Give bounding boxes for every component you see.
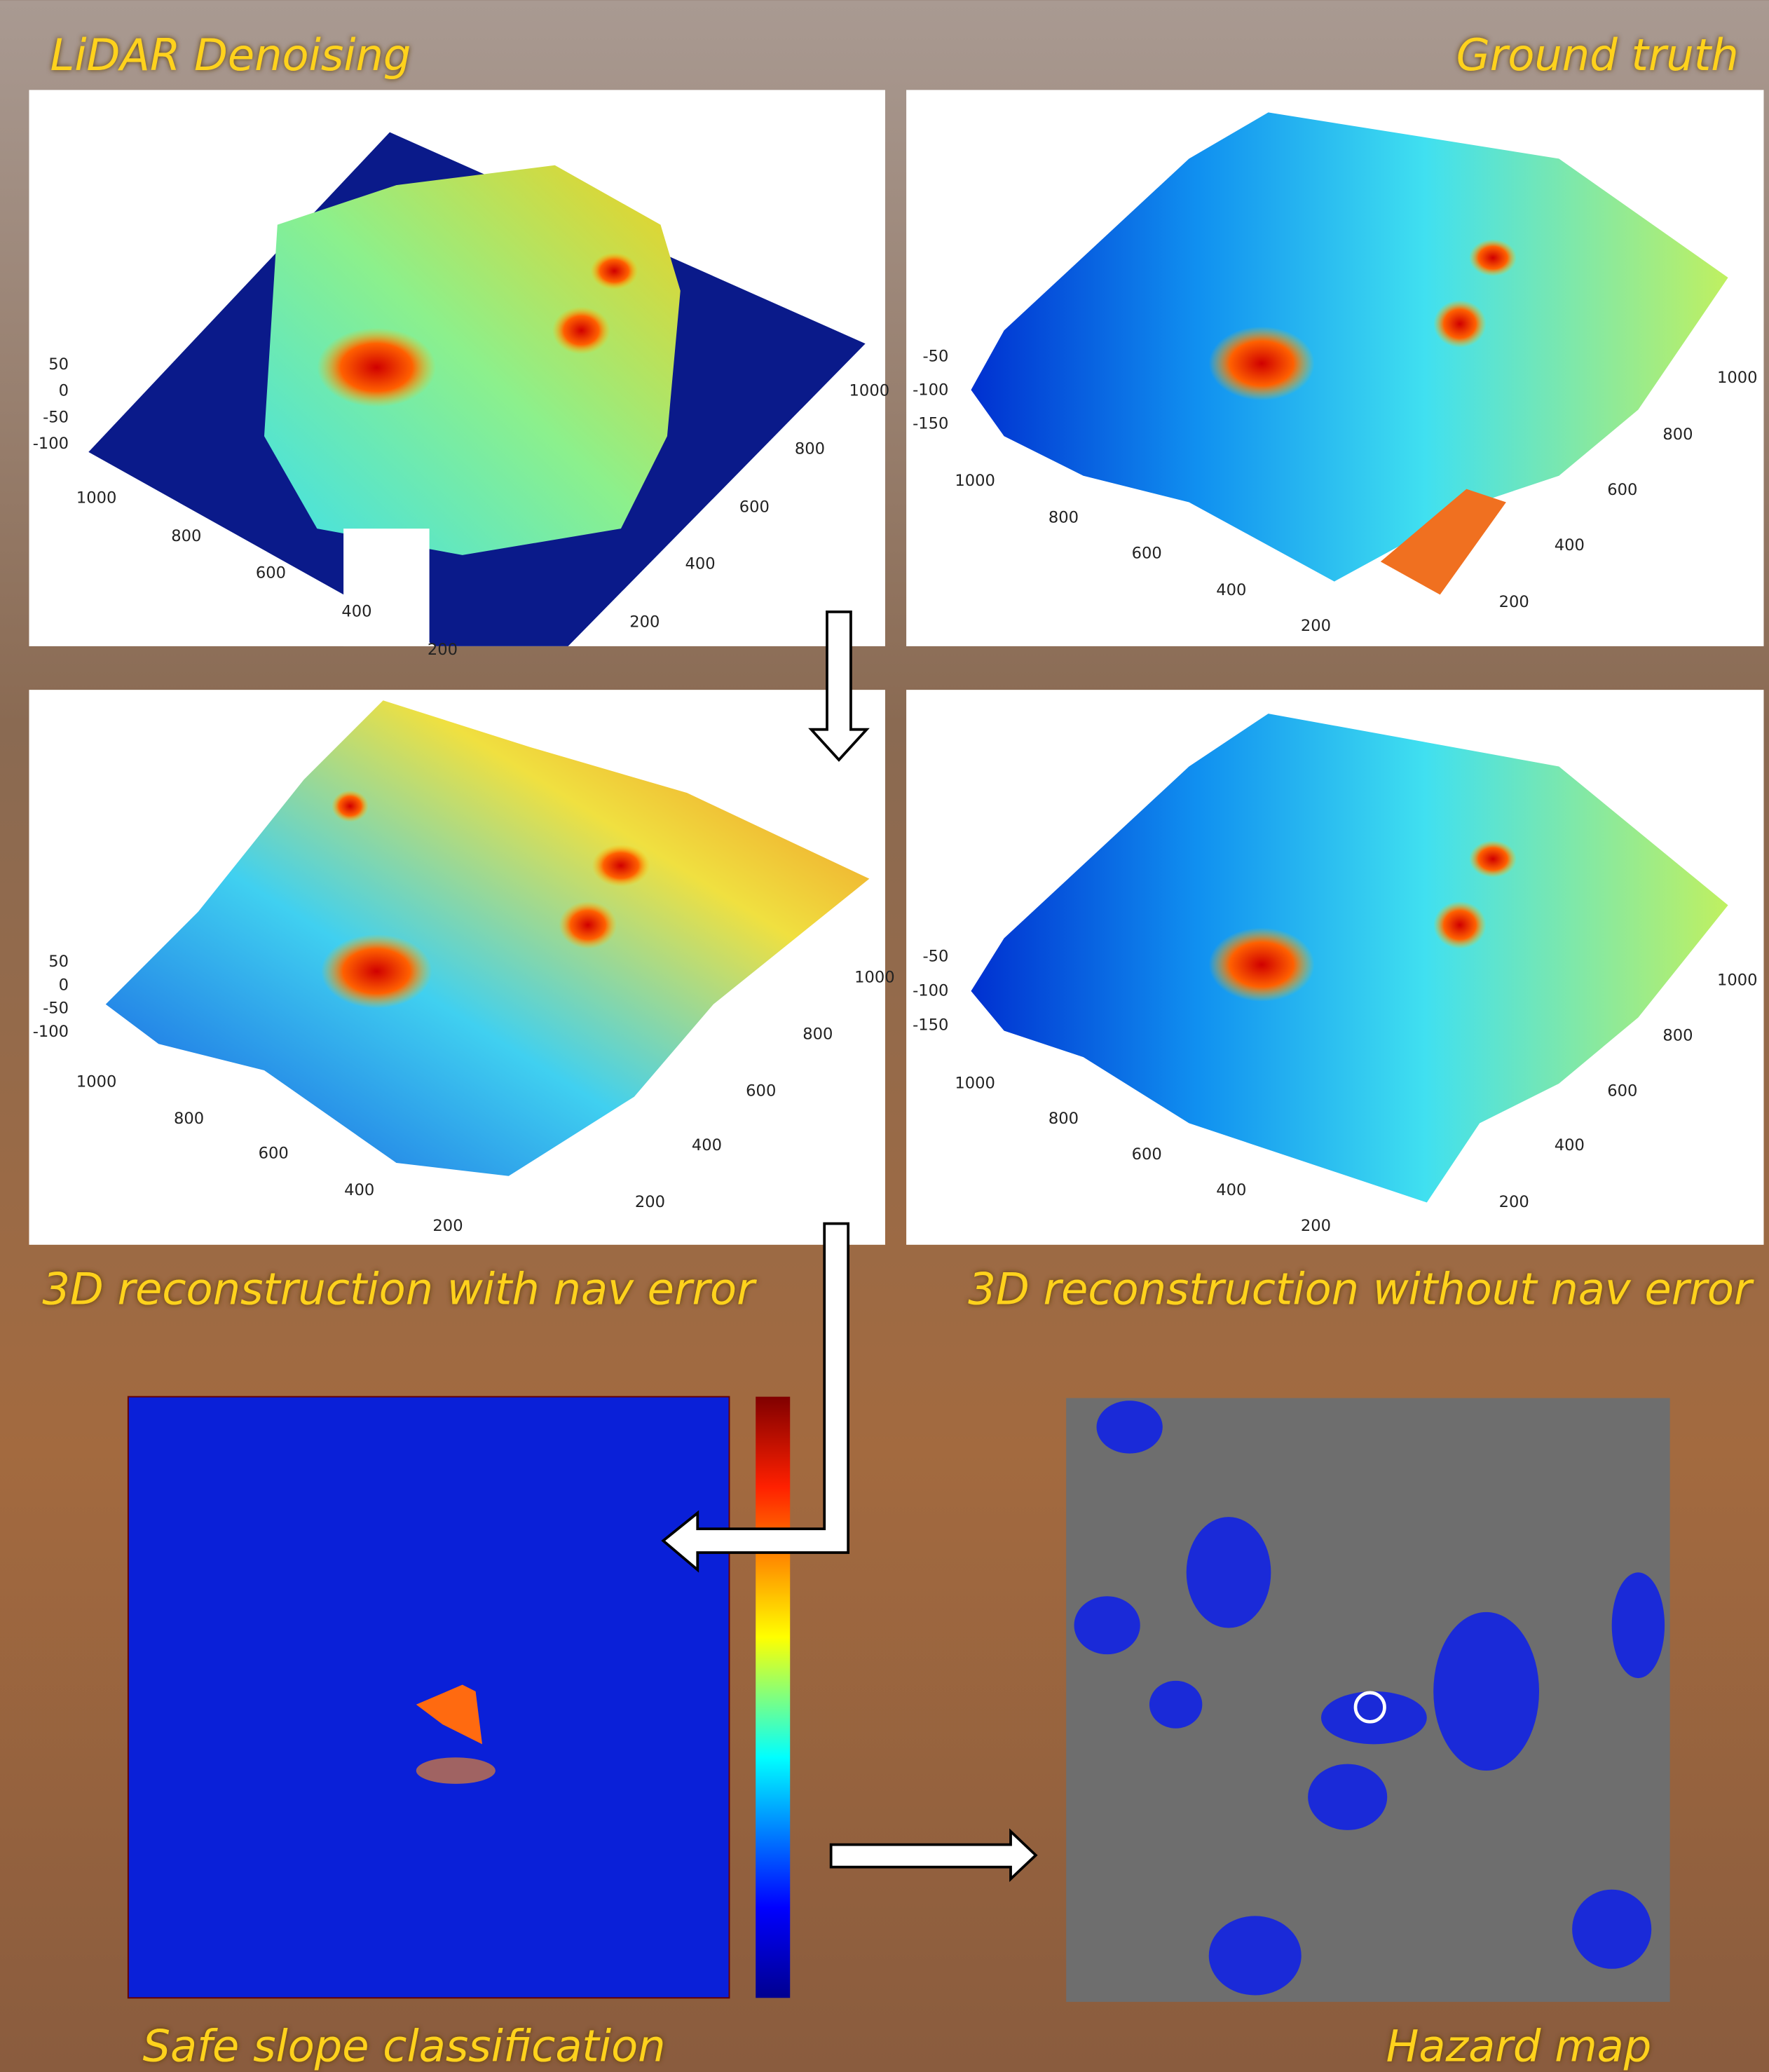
x-tick-label: 600 — [1132, 544, 1162, 562]
colorbar — [756, 1396, 791, 1998]
x-tick-label: 600 — [1132, 1145, 1162, 1164]
panel-title: 3D reconstruction without nav error — [968, 1264, 1754, 1315]
slope-map — [127, 1396, 791, 1999]
x-tick-label: 1000 — [955, 1074, 995, 1092]
flow-arrows — [661, 611, 1038, 1883]
plot-panel — [29, 690, 885, 1245]
x-tick-label: 800 — [174, 1110, 204, 1128]
y-tick-label: 200 — [635, 1193, 665, 1211]
z-tick-label: 50 — [48, 355, 69, 374]
panel-title: Ground truth — [1456, 29, 1739, 81]
x-tick-label: 800 — [1049, 1110, 1079, 1128]
y-tick-label: 400 — [1555, 536, 1585, 554]
y-tick-label: 800 — [1662, 425, 1693, 444]
y-tick-label: 400 — [685, 555, 715, 573]
z-tick-label: 0 — [59, 976, 69, 994]
x-tick-label: 400 — [1216, 581, 1246, 599]
y-tick-label: 1000 — [1717, 369, 1758, 387]
panel-title: Safe slope classification — [143, 2021, 666, 2072]
z-tick-label: -100 — [913, 981, 948, 1000]
z-tick-label: -100 — [913, 381, 948, 400]
z-tick-label: -50 — [922, 348, 948, 366]
z-tick-label: -50 — [43, 408, 69, 426]
y-tick-label: 600 — [1607, 481, 1637, 499]
z-tick-label: -100 — [33, 435, 69, 453]
y-tick-label: 200 — [1499, 1193, 1529, 1211]
x-tick-label: 600 — [256, 564, 286, 582]
y-tick-label: 400 — [692, 1136, 722, 1154]
x-tick-label: 400 — [341, 602, 371, 620]
panel-title: 3D reconstruction with nav error — [42, 1264, 757, 1315]
z-tick-label: 50 — [48, 953, 69, 971]
y-tick-label: 200 — [1499, 593, 1529, 611]
x-tick-label: 200 — [1301, 1217, 1331, 1235]
panel-title: Hazard map — [1386, 2021, 1652, 2072]
y-tick-label: 200 — [629, 613, 660, 631]
y-tick-label: 1000 — [1717, 971, 1758, 989]
z-tick-label: -150 — [913, 1016, 948, 1034]
hazard-map — [1066, 1398, 1670, 2002]
z-tick-label: -50 — [43, 1000, 69, 1018]
x-tick-label: 800 — [1049, 509, 1079, 527]
x-tick-label: 600 — [259, 1144, 289, 1162]
panel-title: LiDAR Denoising — [50, 29, 411, 81]
y-tick-label: 800 — [795, 440, 825, 458]
x-tick-label: 400 — [1216, 1181, 1246, 1199]
x-tick-label: 800 — [171, 527, 201, 545]
x-tick-label: 1000 — [76, 489, 117, 507]
plot-panel — [906, 90, 1764, 646]
plot-panel — [906, 690, 1764, 1245]
y-tick-label: 600 — [746, 1082, 776, 1100]
x-tick-label: 200 — [1301, 617, 1331, 635]
y-tick-label: 600 — [1607, 1082, 1637, 1100]
x-tick-label: 200 — [432, 1217, 463, 1235]
y-tick-label: 1000 — [849, 382, 890, 400]
z-tick-label: -50 — [922, 947, 948, 965]
y-tick-label: 800 — [802, 1025, 833, 1044]
plot-panel — [29, 90, 885, 646]
y-tick-label: 400 — [1555, 1136, 1585, 1154]
z-tick-label: 0 — [59, 382, 69, 400]
x-tick-label: 1000 — [76, 1072, 117, 1091]
y-tick-label: 800 — [1662, 1027, 1693, 1045]
x-tick-label: 400 — [344, 1181, 374, 1199]
z-tick-label: -150 — [913, 415, 948, 433]
y-tick-label: 600 — [739, 498, 770, 517]
x-tick-label: 200 — [428, 641, 458, 659]
z-tick-label: -100 — [33, 1023, 69, 1041]
y-tick-label: 1000 — [854, 969, 895, 987]
x-tick-label: 1000 — [955, 472, 995, 490]
